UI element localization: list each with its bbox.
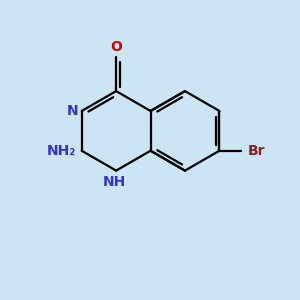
Text: NH: NH — [103, 175, 126, 189]
Text: Br: Br — [248, 144, 265, 158]
Text: O: O — [110, 40, 122, 54]
Text: N: N — [67, 104, 78, 118]
Text: NH₂: NH₂ — [47, 144, 76, 158]
